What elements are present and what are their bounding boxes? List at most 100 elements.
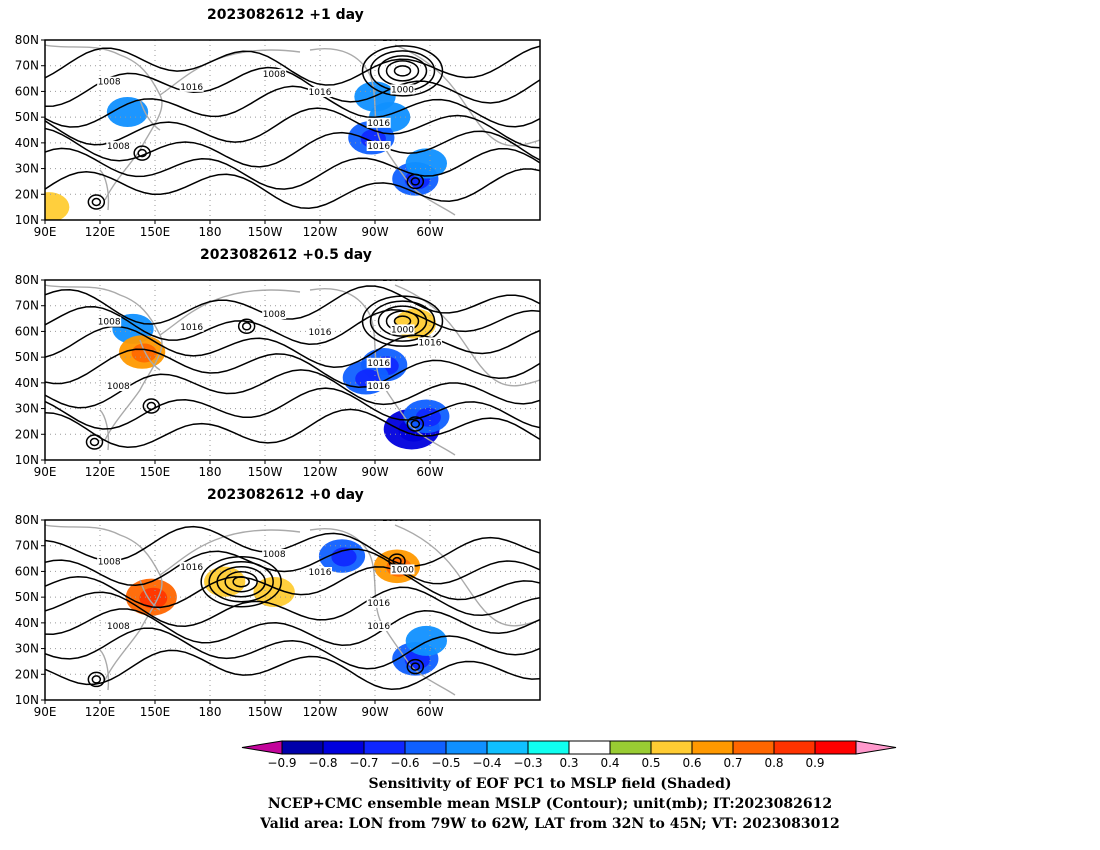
map-panel-2: 1000 1008 1008 1008 1008 1016 1016 1016 1016 1016…: [15, 273, 541, 479]
lat-tick-label: 50N: [15, 110, 39, 124]
lat-tick-label: 10N: [15, 213, 39, 227]
lat-tick-label: 10N: [15, 693, 39, 707]
lon-tick-label: 150W: [248, 225, 283, 239]
contour-label-bg: [106, 621, 131, 631]
isobar-contour: [45, 566, 540, 609]
pressure-low-contour: [410, 662, 421, 671]
isobar-contour: [45, 66, 540, 108]
contour-label: 1008: [382, 514, 405, 524]
colorbar-box: [322, 740, 365, 755]
coastline: [45, 524, 301, 681]
colorbar-tick-label: −0.4: [472, 756, 501, 770]
contour-label-bg: [179, 81, 204, 92]
coastline: [394, 284, 540, 387]
contour-label: 1008: [98, 78, 121, 88]
lat-tick-label: 70N: [15, 59, 39, 73]
lon-tick-label: 150W: [248, 465, 283, 479]
isobar-contour: [45, 348, 540, 388]
contour-label: 1008: [98, 318, 121, 328]
lat-tick-label: 20N: [15, 427, 39, 441]
isobar-contour: [45, 586, 540, 628]
lon-tick-label: 120E: [85, 705, 116, 719]
pressure-low-contour: [241, 322, 252, 331]
colorbar-tick-label: 0.3: [559, 756, 578, 770]
isobar-contour: [45, 548, 540, 587]
contour-label-bg: [366, 141, 391, 151]
lat-tick-label: 50N: [15, 350, 39, 364]
coastline: [394, 524, 540, 627]
contour-label-bg: [418, 337, 442, 348]
contour-label: 1016: [367, 622, 390, 632]
map-frame: [44, 279, 541, 461]
contour-label-bg: [262, 549, 287, 559]
isobar-contour: [45, 85, 540, 128]
caption-line-2: NCEP+CMC ensemble mean MSLP (Contour); u…: [267, 796, 833, 812]
contour-label-bg: [366, 381, 391, 391]
colorbar-box: [773, 740, 816, 755]
contour-label: 1016: [367, 142, 390, 152]
pressure-low-contour: [142, 398, 161, 414]
lat-tick-label: 50N: [15, 590, 39, 604]
pressure-low-contour: [216, 565, 266, 598]
pressure-low-contour: [393, 65, 412, 77]
colorbar-tick-label: −0.5: [431, 756, 460, 770]
isobar-contour: [45, 627, 540, 670]
colorbar-tick-label: 0.7: [723, 756, 742, 770]
contour-label: 1016: [367, 599, 390, 609]
pressure-low-contour: [224, 570, 258, 593]
colorbar-tick-label: −0.7: [349, 756, 378, 770]
pressure-low-contour: [91, 197, 102, 207]
contour-label-bg: [97, 76, 122, 87]
lat-tick-label: 40N: [15, 616, 39, 630]
colorbar-tick-label: 0.4: [600, 756, 619, 770]
colorbar-tick-label: −0.3: [513, 756, 542, 770]
caption-line-1: Sensitivity of EOF PC1 to MSLP field (Sh…: [368, 776, 732, 792]
lat-tick-label: 30N: [15, 642, 39, 656]
lat-tick-label: 10N: [15, 453, 39, 467]
lon-tick-label: 180: [199, 465, 222, 479]
contour-label: 1016: [367, 119, 390, 129]
contour-label: 1008: [263, 550, 286, 560]
lon-tick-label: 90W: [361, 705, 388, 719]
colorbar-tick-label: −0.9: [267, 756, 296, 770]
isobar-contour: [45, 649, 540, 691]
pressure-low-contour: [237, 318, 256, 335]
contour-label-bg: [106, 141, 131, 151]
contour-label: 1008: [98, 558, 121, 568]
lat-tick-label: 60N: [15, 324, 39, 338]
lon-tick-label: 150E: [140, 465, 171, 479]
coastline: [99, 99, 161, 211]
lon-tick-label: 180: [199, 705, 222, 719]
lat-tick-label: 60N: [15, 564, 39, 578]
contour-label: 1016: [419, 338, 442, 348]
coastline: [309, 528, 456, 696]
coastline: [309, 288, 456, 456]
contour-label: 1008: [107, 382, 130, 392]
lon-tick-label: 120W: [303, 705, 338, 719]
contour-label: 1000: [382, 34, 405, 44]
colorbar-box: [691, 740, 734, 755]
pressure-low-contour: [369, 300, 436, 342]
pressure-low-contour: [406, 416, 425, 432]
pressure-low-contour: [410, 419, 421, 429]
pressure-low-contour: [377, 305, 428, 337]
lon-tick-label: 180: [199, 225, 222, 239]
lon-tick-label: 90W: [361, 465, 388, 479]
isobar-contour: [45, 285, 540, 325]
lat-tick-label: 20N: [15, 667, 39, 681]
contour-label-bg: [381, 280, 406, 283]
colorbar-box: [650, 740, 693, 755]
pressure-low-contour: [385, 60, 420, 82]
isobar-contour: [45, 608, 540, 646]
contour-label-bg: [179, 321, 204, 332]
lon-tick-label: 90E: [34, 465, 57, 479]
coastline: [99, 579, 161, 691]
contour-label: 1016: [309, 88, 332, 98]
lon-tick-label: 150E: [140, 225, 171, 239]
lat-tick-label: 80N: [15, 273, 39, 287]
colorbar-box: [363, 740, 406, 755]
sensitivity-shade-core: [131, 343, 157, 363]
colorbar-box: [445, 740, 488, 755]
contour-label: 1000: [391, 565, 414, 575]
